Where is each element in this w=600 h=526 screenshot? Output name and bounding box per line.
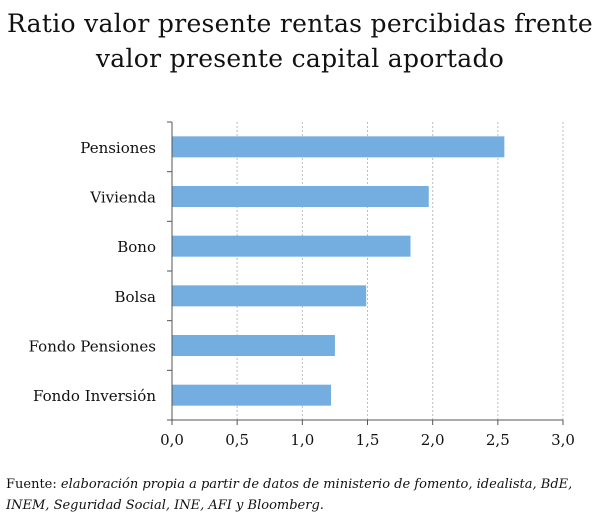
x-tick-label: 1,0 [290, 431, 314, 449]
category-label: Bolsa [115, 288, 157, 306]
x-tick-label: 0,0 [160, 431, 184, 449]
bar-bono [172, 235, 411, 257]
category-label: Fondo Pensiones [29, 338, 156, 356]
bar-vivienda [172, 186, 429, 207]
chart-title: Ratio valor presente rentas percibidas f… [0, 6, 600, 76]
bar-pensiones [172, 136, 505, 158]
source-note-lead: Fuente: [6, 477, 61, 492]
x-tick-label: 0,5 [225, 431, 249, 449]
x-tick-label: 3,0 [551, 431, 575, 449]
x-tick-label: 1,5 [356, 431, 380, 449]
category-label: Bono [117, 238, 156, 256]
bar-fondo-pensiones [172, 335, 335, 356]
x-tick-label: 2,5 [486, 431, 510, 449]
x-tick-label: 2,0 [421, 431, 445, 449]
chart-title-line-2: valor presente capital aportado [95, 44, 505, 73]
category-label: Pensiones [80, 139, 156, 157]
category-label: Vivienda [89, 189, 156, 207]
bar-bolsa [172, 285, 367, 307]
bar-chart: Pensiones Vivienda Bono Bolsa Fondo Pensione… [29, 121, 575, 449]
chart-title-line-1: Ratio valor presente rentas percibidas f… [6, 9, 594, 38]
source-note: Fuente: elaboración propia a partir de d… [6, 474, 596, 516]
bar-fondo-inversi-n [172, 384, 332, 406]
category-label: Fondo Inversión [33, 387, 156, 405]
source-note-body: elaboración propia a partir de datos de … [6, 477, 573, 513]
